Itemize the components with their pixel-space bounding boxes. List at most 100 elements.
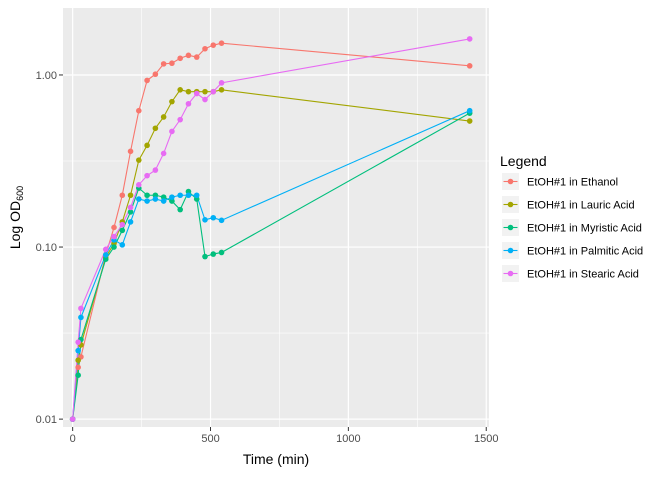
data-point: [177, 192, 183, 199]
legend-label: EtOH#1 in Lauric Acid: [527, 200, 635, 212]
data-point: [169, 128, 175, 135]
legend-key-point: [507, 247, 514, 254]
data-point: [127, 219, 134, 225]
data-point: [202, 253, 208, 260]
data-point: [177, 55, 183, 62]
legend-key-point: [507, 224, 514, 231]
data-point: [160, 198, 167, 204]
data-point: [169, 198, 175, 204]
data-point: [152, 192, 159, 199]
data-point: [127, 148, 134, 155]
data-point: [193, 196, 200, 202]
x-axis: 0 500 1000 1500: [70, 427, 498, 445]
y-axis: 0.01 0.10 1.00: [36, 70, 63, 426]
data-point: [75, 372, 81, 378]
data-point: [193, 192, 200, 199]
data-point: [218, 40, 225, 46]
legend-label: EtOH#1 in Ethanol: [527, 177, 618, 189]
data-point: [75, 357, 81, 364]
data-point: [466, 107, 473, 114]
data-point: [136, 182, 142, 188]
data-point: [119, 221, 126, 228]
data-point: [169, 60, 175, 67]
legend-label: EtOH#1 in Stearic Acid: [527, 269, 639, 281]
data-point: [75, 339, 81, 345]
data-point: [466, 118, 473, 124]
legend-key-point: [507, 270, 514, 277]
data-point: [152, 71, 159, 78]
data-point: [144, 77, 150, 84]
data-point: [111, 244, 117, 250]
legend-title: Legend: [500, 153, 547, 169]
y-axis-title: Log OD600: [7, 186, 25, 249]
data-point: [144, 198, 150, 204]
data-point: [202, 96, 208, 103]
legend-label: EtOH#1 in Palmitic Acid: [527, 246, 643, 258]
data-point: [185, 192, 192, 199]
data-point: [102, 256, 109, 262]
y-axis-title-subscript: 600: [15, 186, 25, 201]
major-gridlines: [63, 8, 489, 427]
data-point: [144, 172, 150, 179]
data-point: [78, 314, 84, 321]
data-point: [202, 216, 208, 223]
data-point: [218, 217, 225, 224]
legend-item: EtOH#1 in Ethanol: [502, 173, 618, 190]
x-tick-label: 0: [70, 433, 76, 445]
data-point: [119, 242, 126, 248]
data-point: [144, 192, 150, 199]
data-point: [218, 80, 225, 86]
data-point: [102, 252, 109, 258]
x-tick-label: 1000: [336, 433, 360, 445]
series-points: [69, 36, 473, 422]
data-point: [193, 90, 200, 97]
data-point: [152, 167, 159, 173]
data-point: [111, 233, 117, 240]
data-point: [177, 116, 183, 123]
data-point: [218, 86, 225, 93]
legend-label: EtOH#1 in Myristic Acid: [527, 223, 642, 235]
data-point: [75, 347, 81, 354]
minor-gridlines: [63, 8, 489, 427]
data-point: [218, 249, 225, 256]
data-point: [127, 209, 134, 215]
data-point: [160, 194, 167, 200]
data-point: [152, 125, 159, 132]
data-point: [466, 36, 473, 42]
data-point: [210, 88, 217, 95]
data-point: [169, 194, 175, 200]
data-point: [177, 206, 183, 213]
data-point: [185, 100, 192, 107]
data-point: [210, 251, 217, 257]
plot-panel: [63, 8, 489, 427]
data-point: [136, 196, 142, 202]
data-point: [102, 246, 109, 253]
data-point: [136, 157, 142, 163]
x-axis-title: Time (min): [243, 451, 309, 467]
data-point: [466, 63, 473, 69]
legend-item: EtOH#1 in Stearic Acid: [502, 265, 639, 282]
data-point: [210, 214, 217, 221]
y-tick-label: 0.01: [36, 414, 57, 426]
data-point: [177, 86, 183, 93]
y-tick-label: 0.10: [36, 242, 57, 254]
legend: Legend EtOH#1 in Ethanol EtOH#1 in Lauric…: [500, 153, 643, 282]
data-point: [193, 54, 200, 60]
legend-key-point: [507, 178, 514, 185]
data-point: [210, 42, 217, 48]
legend-item: EtOH#1 in Lauric Acid: [502, 196, 635, 213]
x-tick-label: 500: [201, 433, 219, 445]
data-point: [127, 204, 134, 211]
data-point: [185, 52, 192, 59]
data-point: [152, 196, 159, 202]
data-point: [119, 227, 126, 234]
data-point: [111, 224, 117, 231]
legend-key-point: [507, 201, 514, 208]
y-axis-title-main: Log OD: [7, 201, 23, 249]
y-tick-label: 1.00: [36, 70, 57, 82]
data-point: [185, 88, 192, 95]
data-point: [78, 305, 84, 312]
data-point: [169, 98, 175, 105]
data-point: [69, 416, 76, 422]
